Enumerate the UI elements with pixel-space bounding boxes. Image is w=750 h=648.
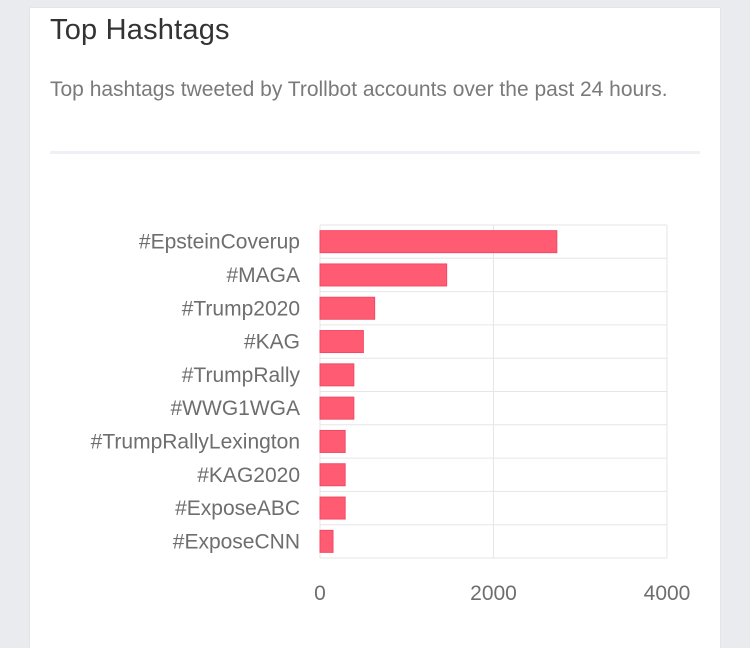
bar-trump2020[interactable] xyxy=(319,296,376,320)
card-title: Top Hashtags xyxy=(50,14,230,46)
x-tick-label: 4000 xyxy=(644,582,691,605)
bar-trumprallylexington[interactable] xyxy=(319,429,346,453)
bar-epsteincoverup[interactable] xyxy=(319,230,558,254)
bar-wwg1wga[interactable] xyxy=(319,396,355,420)
x-tick-label: 0 xyxy=(314,582,326,605)
bar-exposecnn[interactable] xyxy=(319,529,334,553)
top-hashtags-card: Top Hashtags Top hashtags tweeted by Tro… xyxy=(30,8,720,648)
category-label: #Trump2020 xyxy=(182,297,300,320)
bar-kag2020[interactable] xyxy=(319,463,346,487)
card-subtitle: Top hashtags tweeted by Trollbot account… xyxy=(50,78,668,101)
category-label: #KAG2020 xyxy=(197,464,300,487)
category-label: #KAG xyxy=(244,331,300,354)
category-label: #ExposeABC xyxy=(175,497,300,520)
divider xyxy=(50,151,700,154)
bar-exposeabc[interactable] xyxy=(319,496,346,520)
category-label: #EpsteinCoverup xyxy=(139,231,300,254)
bar-trumprally[interactable] xyxy=(319,363,355,387)
hashtag-bar-chart: #EpsteinCoverup #MAGA #Trump2020 #KAG #Trump… xyxy=(91,224,691,605)
category-label: #MAGA xyxy=(226,264,300,287)
bar-maga[interactable] xyxy=(319,263,448,287)
category-label: #TrumpRallyLexington xyxy=(91,430,300,453)
bar-kag[interactable] xyxy=(319,330,364,354)
category-label: #ExposeCNN xyxy=(173,530,300,553)
x-tick-label: 2000 xyxy=(470,582,517,605)
category-label: #TrumpRally xyxy=(182,364,301,387)
category-label: #WWG1WGA xyxy=(171,397,301,420)
